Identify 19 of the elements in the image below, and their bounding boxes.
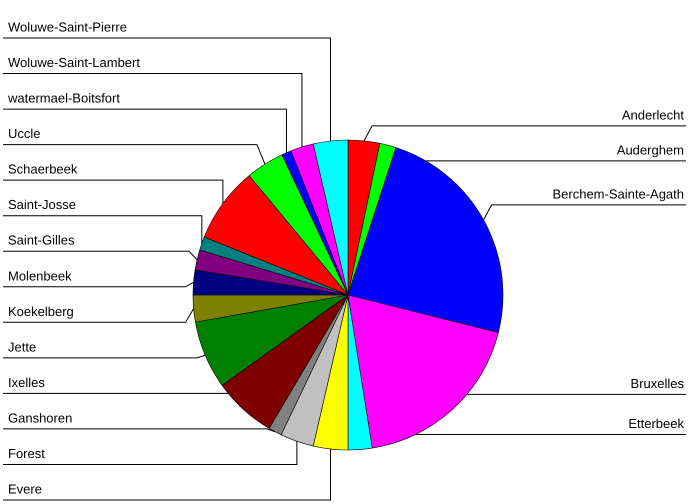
slice-label: Saint-Josse bbox=[8, 197, 76, 212]
slice-label: watermael-Boitsfort bbox=[7, 90, 120, 106]
slice-label: Auderghem bbox=[616, 142, 684, 158]
slice-label: Forest bbox=[8, 446, 46, 461]
slice-label: Anderlecht bbox=[622, 107, 684, 122]
slice-label: Bruxelles bbox=[630, 376, 684, 391]
slice-label: Koekelberg bbox=[8, 304, 74, 319]
slice-label: Uccle bbox=[8, 126, 41, 142]
slice-label: Ganshoren bbox=[8, 410, 72, 426]
slice-label: Saint-Gilles bbox=[8, 232, 75, 248]
slice-label: Woluwe-Saint-Lambert bbox=[8, 55, 140, 70]
slice-label: Berchem-Sainte-Agath bbox=[552, 186, 684, 202]
slice-label: Schaerbeek bbox=[8, 162, 78, 177]
slice-label: Molenbeek bbox=[8, 268, 72, 284]
slice-label: Etterbeek bbox=[628, 416, 684, 432]
slice-label: Evere bbox=[8, 482, 42, 496]
slice-label: Ixelles bbox=[8, 374, 46, 390]
slice-label: Jette bbox=[8, 339, 36, 354]
slice-label: Woluwe-Saint-Pierre bbox=[8, 20, 127, 34]
